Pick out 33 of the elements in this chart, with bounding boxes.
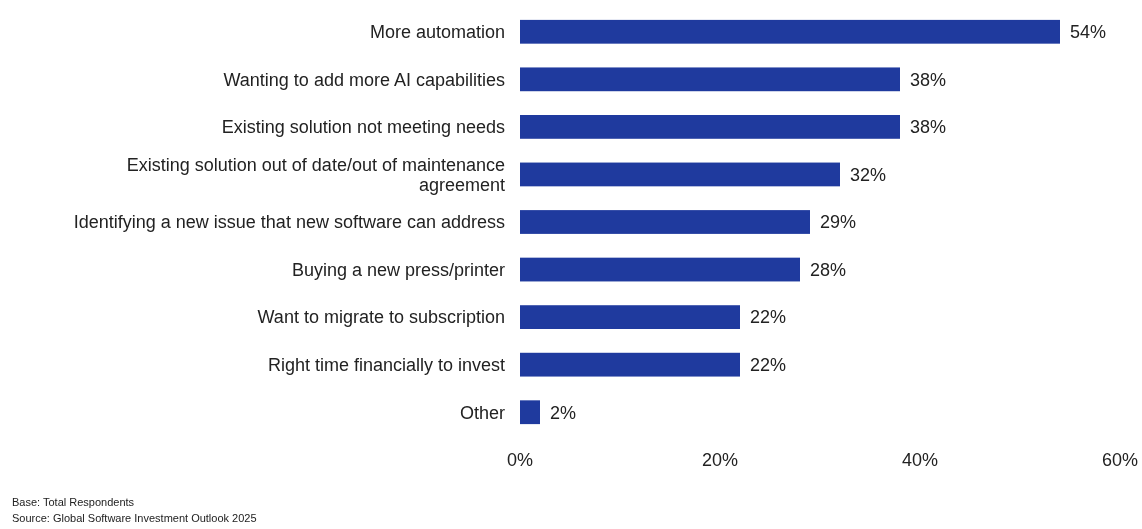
data-label: 22% — [750, 307, 787, 328]
y-tick-label: Right time financially to invest — [267, 354, 505, 375]
bar — [520, 400, 540, 425]
y-tick-label: Want to migrate to subscription — [257, 307, 505, 328]
x-tick-label: 60% — [1101, 450, 1139, 470]
bar — [520, 352, 740, 377]
y-tick-label: Other — [459, 402, 505, 423]
text: Base: Total Respondents — [12, 496, 135, 508]
data-label: 38% — [910, 117, 947, 138]
bar — [520, 257, 800, 282]
data-label: 28% — [810, 259, 847, 280]
data-label: 32% — [850, 164, 887, 185]
source-note: Source: Global Software Investment Outlook 2025 — [12, 512, 257, 524]
y-tick-label: Buying a new press/printer — [291, 259, 505, 280]
data-label: 2% — [550, 402, 577, 423]
y-tick-label: Existing solution not meeting needs — [221, 117, 505, 138]
y-tick-label: Existing solution out of date/out of maintenance agreement — [126, 154, 505, 195]
bar — [520, 210, 810, 234]
data-label: 54% — [1070, 22, 1107, 43]
data-label: 38% — [910, 69, 947, 90]
x-tick-label: 0% — [506, 450, 534, 470]
bar — [520, 115, 900, 139]
bar — [520, 19, 1060, 44]
bar — [520, 305, 740, 329]
data-label: 29% — [820, 212, 857, 233]
x-tick-label: 20% — [701, 450, 739, 470]
data-label: 22% — [750, 354, 787, 375]
x-tick-label: 40% — [901, 450, 939, 470]
y-tick-label: More automation — [369, 22, 505, 43]
y-tick-label: Identifying a new issue that new software can address — [73, 212, 505, 233]
bar — [520, 67, 900, 92]
y-tick-label: Wanting to add more AI capabilities — [223, 69, 505, 90]
bar — [520, 162, 840, 187]
